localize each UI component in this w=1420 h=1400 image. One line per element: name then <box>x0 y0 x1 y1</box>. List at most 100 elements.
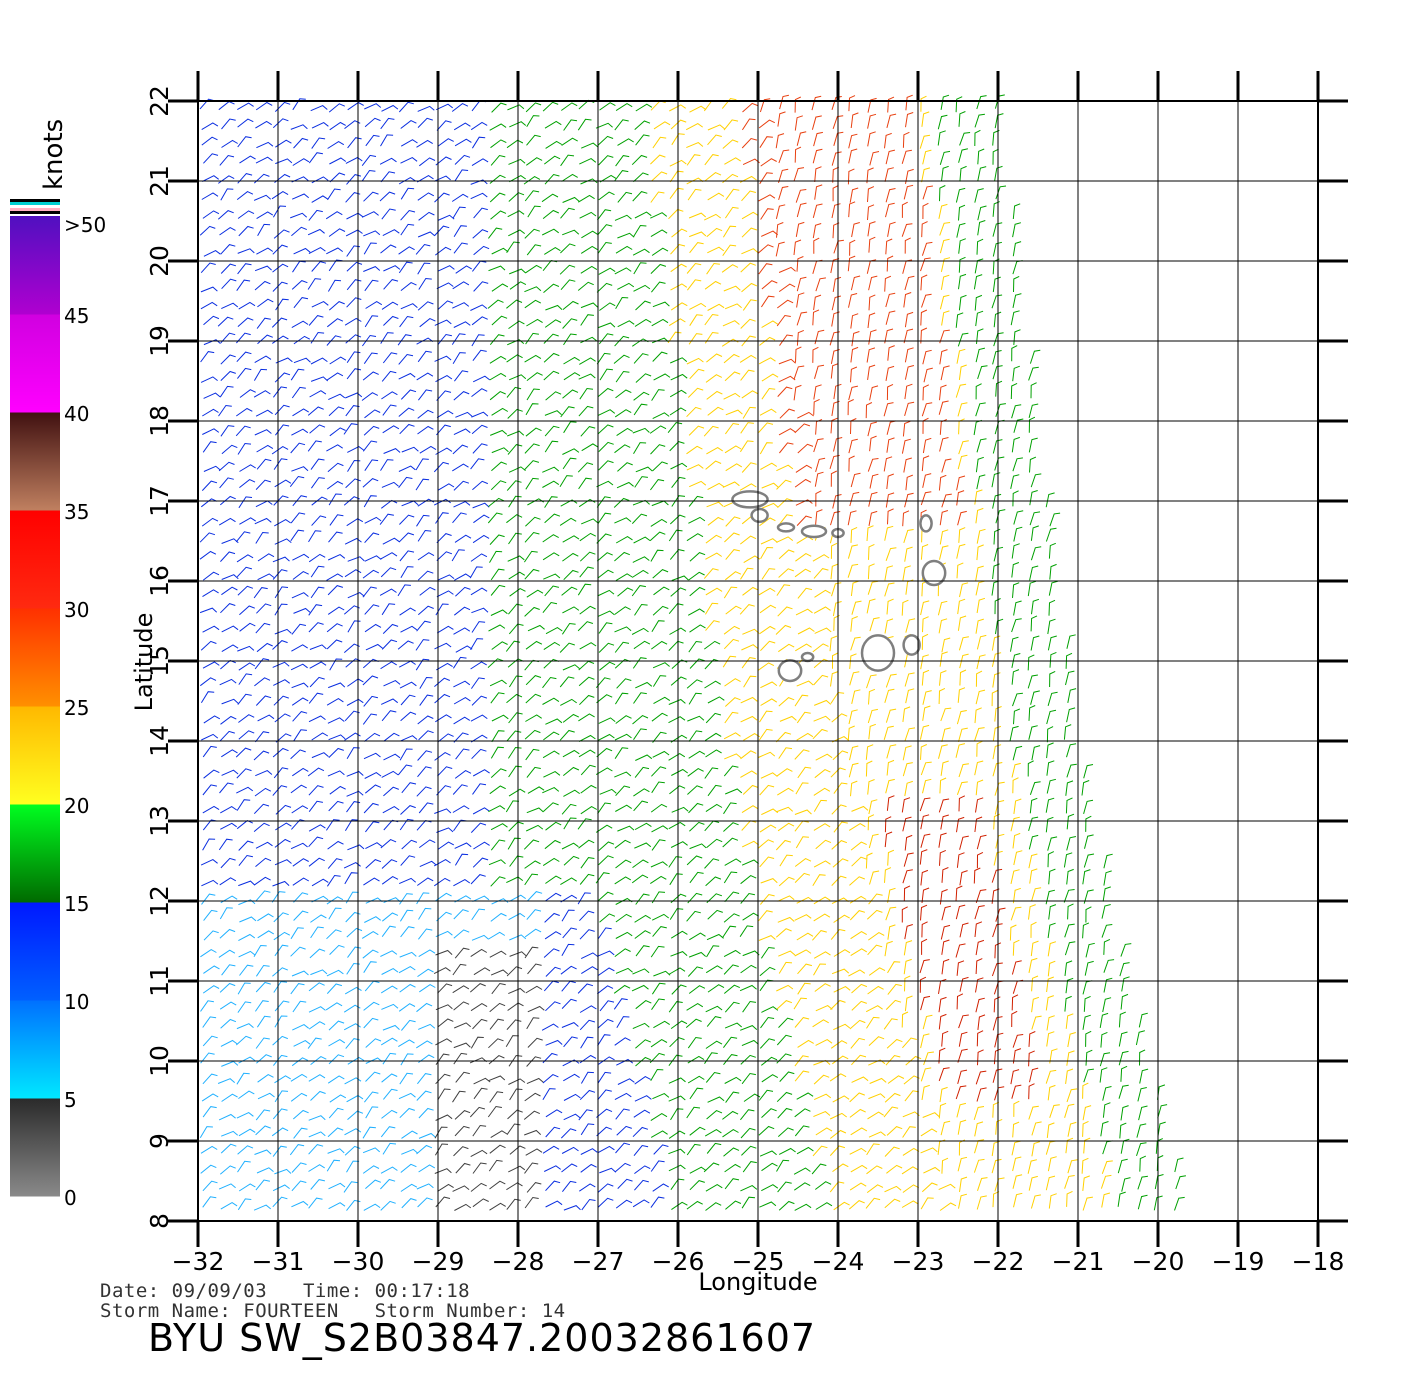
wind-barb <box>545 304 563 311</box>
wind-barb <box>200 640 217 651</box>
wind-barb <box>724 371 741 382</box>
wind-barb <box>991 1158 1002 1174</box>
wind-barb <box>760 230 779 237</box>
wind-barb <box>400 282 417 291</box>
wind-barb <box>199 677 217 687</box>
y-tick-label: 10 <box>145 1045 174 1077</box>
wind-barb <box>992 148 999 165</box>
wind-barb <box>221 586 238 596</box>
wind-barb <box>380 459 394 471</box>
wind-barb <box>380 499 398 509</box>
wind-barb <box>525 264 543 274</box>
wind-barb <box>471 934 489 941</box>
wind-barb <box>1012 692 1023 707</box>
wind-barb <box>398 476 413 489</box>
wind-barb <box>437 138 454 147</box>
wind-barb <box>919 134 931 149</box>
wind-barb <box>651 913 669 921</box>
wind-barb <box>310 1179 326 1190</box>
wind-barb <box>976 438 987 453</box>
wind-barb <box>578 194 595 203</box>
wind-barb <box>470 661 487 670</box>
wind-barb <box>776 536 794 543</box>
wind-barb <box>615 296 629 309</box>
wind-barb <box>740 369 755 381</box>
wind-barb <box>453 501 471 508</box>
wind-barb <box>472 783 487 795</box>
wind-barb <box>668 821 686 830</box>
wind-barb <box>490 139 507 149</box>
wind-barb <box>326 480 344 490</box>
wind-barb <box>325 1002 343 1011</box>
wind-barb <box>776 984 794 992</box>
wind-barb <box>958 256 966 273</box>
wind-barb <box>596 985 614 995</box>
wind-barb <box>526 1056 542 1067</box>
wind-barb <box>922 185 933 200</box>
wind-barb <box>1101 904 1111 919</box>
wind-barb <box>650 875 667 885</box>
wind-barb <box>471 334 485 347</box>
wind-barb <box>1031 975 1039 992</box>
wind-barb <box>921 633 929 650</box>
wind-barb <box>613 354 630 364</box>
wind-barb <box>255 1179 270 1191</box>
wind-barb <box>379 157 397 165</box>
wind-barb <box>470 638 484 651</box>
wind-barb <box>992 365 1003 380</box>
wind-barb <box>506 693 523 704</box>
wind-barb <box>543 283 560 293</box>
wind-barb <box>848 823 866 831</box>
wind-barb <box>237 982 251 995</box>
colorbar-band <box>10 902 60 1001</box>
wind-barb <box>361 931 379 939</box>
wind-barb <box>1082 1082 1089 1099</box>
wind-barb <box>761 1006 779 1013</box>
wind-barb <box>563 1205 581 1211</box>
wind-barb <box>272 118 289 129</box>
wind-barb <box>905 688 915 704</box>
wind-barb <box>868 510 878 526</box>
wind-barb <box>758 728 773 741</box>
wind-barb <box>939 651 948 667</box>
wind-barb <box>524 286 542 293</box>
wind-barb <box>364 772 382 779</box>
wind-barb <box>706 262 720 275</box>
wind-barb <box>379 513 394 525</box>
wind-barb <box>760 698 778 706</box>
wind-barb <box>470 734 488 743</box>
wind-barb <box>491 247 509 255</box>
wind-barb <box>904 924 913 940</box>
wind-barb <box>363 877 380 886</box>
wind-barb <box>1066 634 1076 649</box>
wind-barb <box>399 514 415 525</box>
wind-barb <box>741 840 760 848</box>
wind-barb <box>471 908 486 921</box>
wind-barb <box>561 1146 579 1154</box>
wind-barb <box>595 824 613 833</box>
wind-barb <box>329 658 343 671</box>
wind-barb <box>778 1200 795 1211</box>
wind-barb <box>722 837 739 848</box>
island-outline <box>776 522 796 533</box>
wind-barb <box>758 119 776 129</box>
wind-barb <box>759 824 777 833</box>
wind-barb <box>1013 275 1020 293</box>
wind-barb <box>291 697 309 706</box>
wind-barb <box>1067 1121 1077 1137</box>
wind-barb <box>596 747 613 758</box>
wind-barb <box>543 333 559 344</box>
wind-barb <box>902 762 913 777</box>
wind-barb <box>1065 1013 1074 1029</box>
wind-barb <box>723 353 740 364</box>
wind-barb <box>598 191 615 201</box>
wind-barb <box>488 1159 503 1172</box>
wind-barb <box>490 1130 508 1139</box>
wind-barb <box>866 1184 884 1193</box>
wind-barb <box>202 745 217 758</box>
wind-barb <box>1027 1159 1038 1174</box>
wind-barb <box>956 543 966 559</box>
wind-barb <box>995 1118 1003 1135</box>
wind-barb <box>290 927 304 940</box>
wind-barb <box>796 292 805 308</box>
